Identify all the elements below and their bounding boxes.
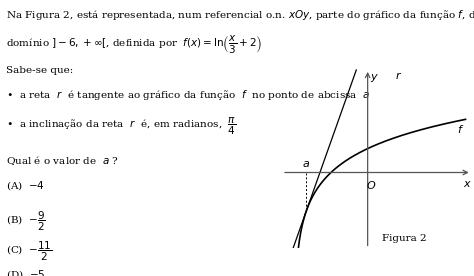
Text: (B)  $-\dfrac{9}{2}$: (B) $-\dfrac{9}{2}$ — [6, 210, 46, 233]
Text: $O$: $O$ — [366, 179, 376, 191]
Text: $y$: $y$ — [370, 72, 379, 84]
Text: $\bullet$  a reta  $r$  é tangente ao gráfico da função  $f$  no ponto de abciss: $\bullet$ a reta $r$ é tangente ao gráfi… — [6, 88, 370, 102]
Text: $r$: $r$ — [394, 70, 402, 81]
Text: $\bullet$  a inclinação da reta  $r$  é, em radianos,  $\dfrac{\pi}{4}$: $\bullet$ a inclinação da reta $r$ é, em… — [6, 116, 237, 137]
Text: $f$: $f$ — [457, 123, 464, 135]
Text: domínio $]-6, +\infty[$, definida por  $f(x) = \ln\!\left(\dfrac{x}{3}+2\right)$: domínio $]-6, +\infty[$, definida por $f… — [6, 33, 262, 55]
Text: $a$: $a$ — [302, 159, 310, 169]
Text: $x$: $x$ — [464, 179, 473, 189]
Text: (C)  $-\dfrac{11}{2}$: (C) $-\dfrac{11}{2}$ — [6, 240, 53, 263]
Text: Sabe-se que:: Sabe-se que: — [6, 66, 73, 75]
Text: Figura 2: Figura 2 — [382, 234, 427, 243]
Text: (A)  $-4$: (A) $-4$ — [6, 179, 45, 192]
Text: Na Figura 2, está representada, num referencial o.n. $xOy$, parte do gráfico da : Na Figura 2, está representada, num refe… — [6, 8, 474, 22]
Text: (D)  $-5$: (D) $-5$ — [6, 268, 46, 276]
Text: Qual é o valor de  $a$ ?: Qual é o valor de $a$ ? — [6, 155, 119, 167]
